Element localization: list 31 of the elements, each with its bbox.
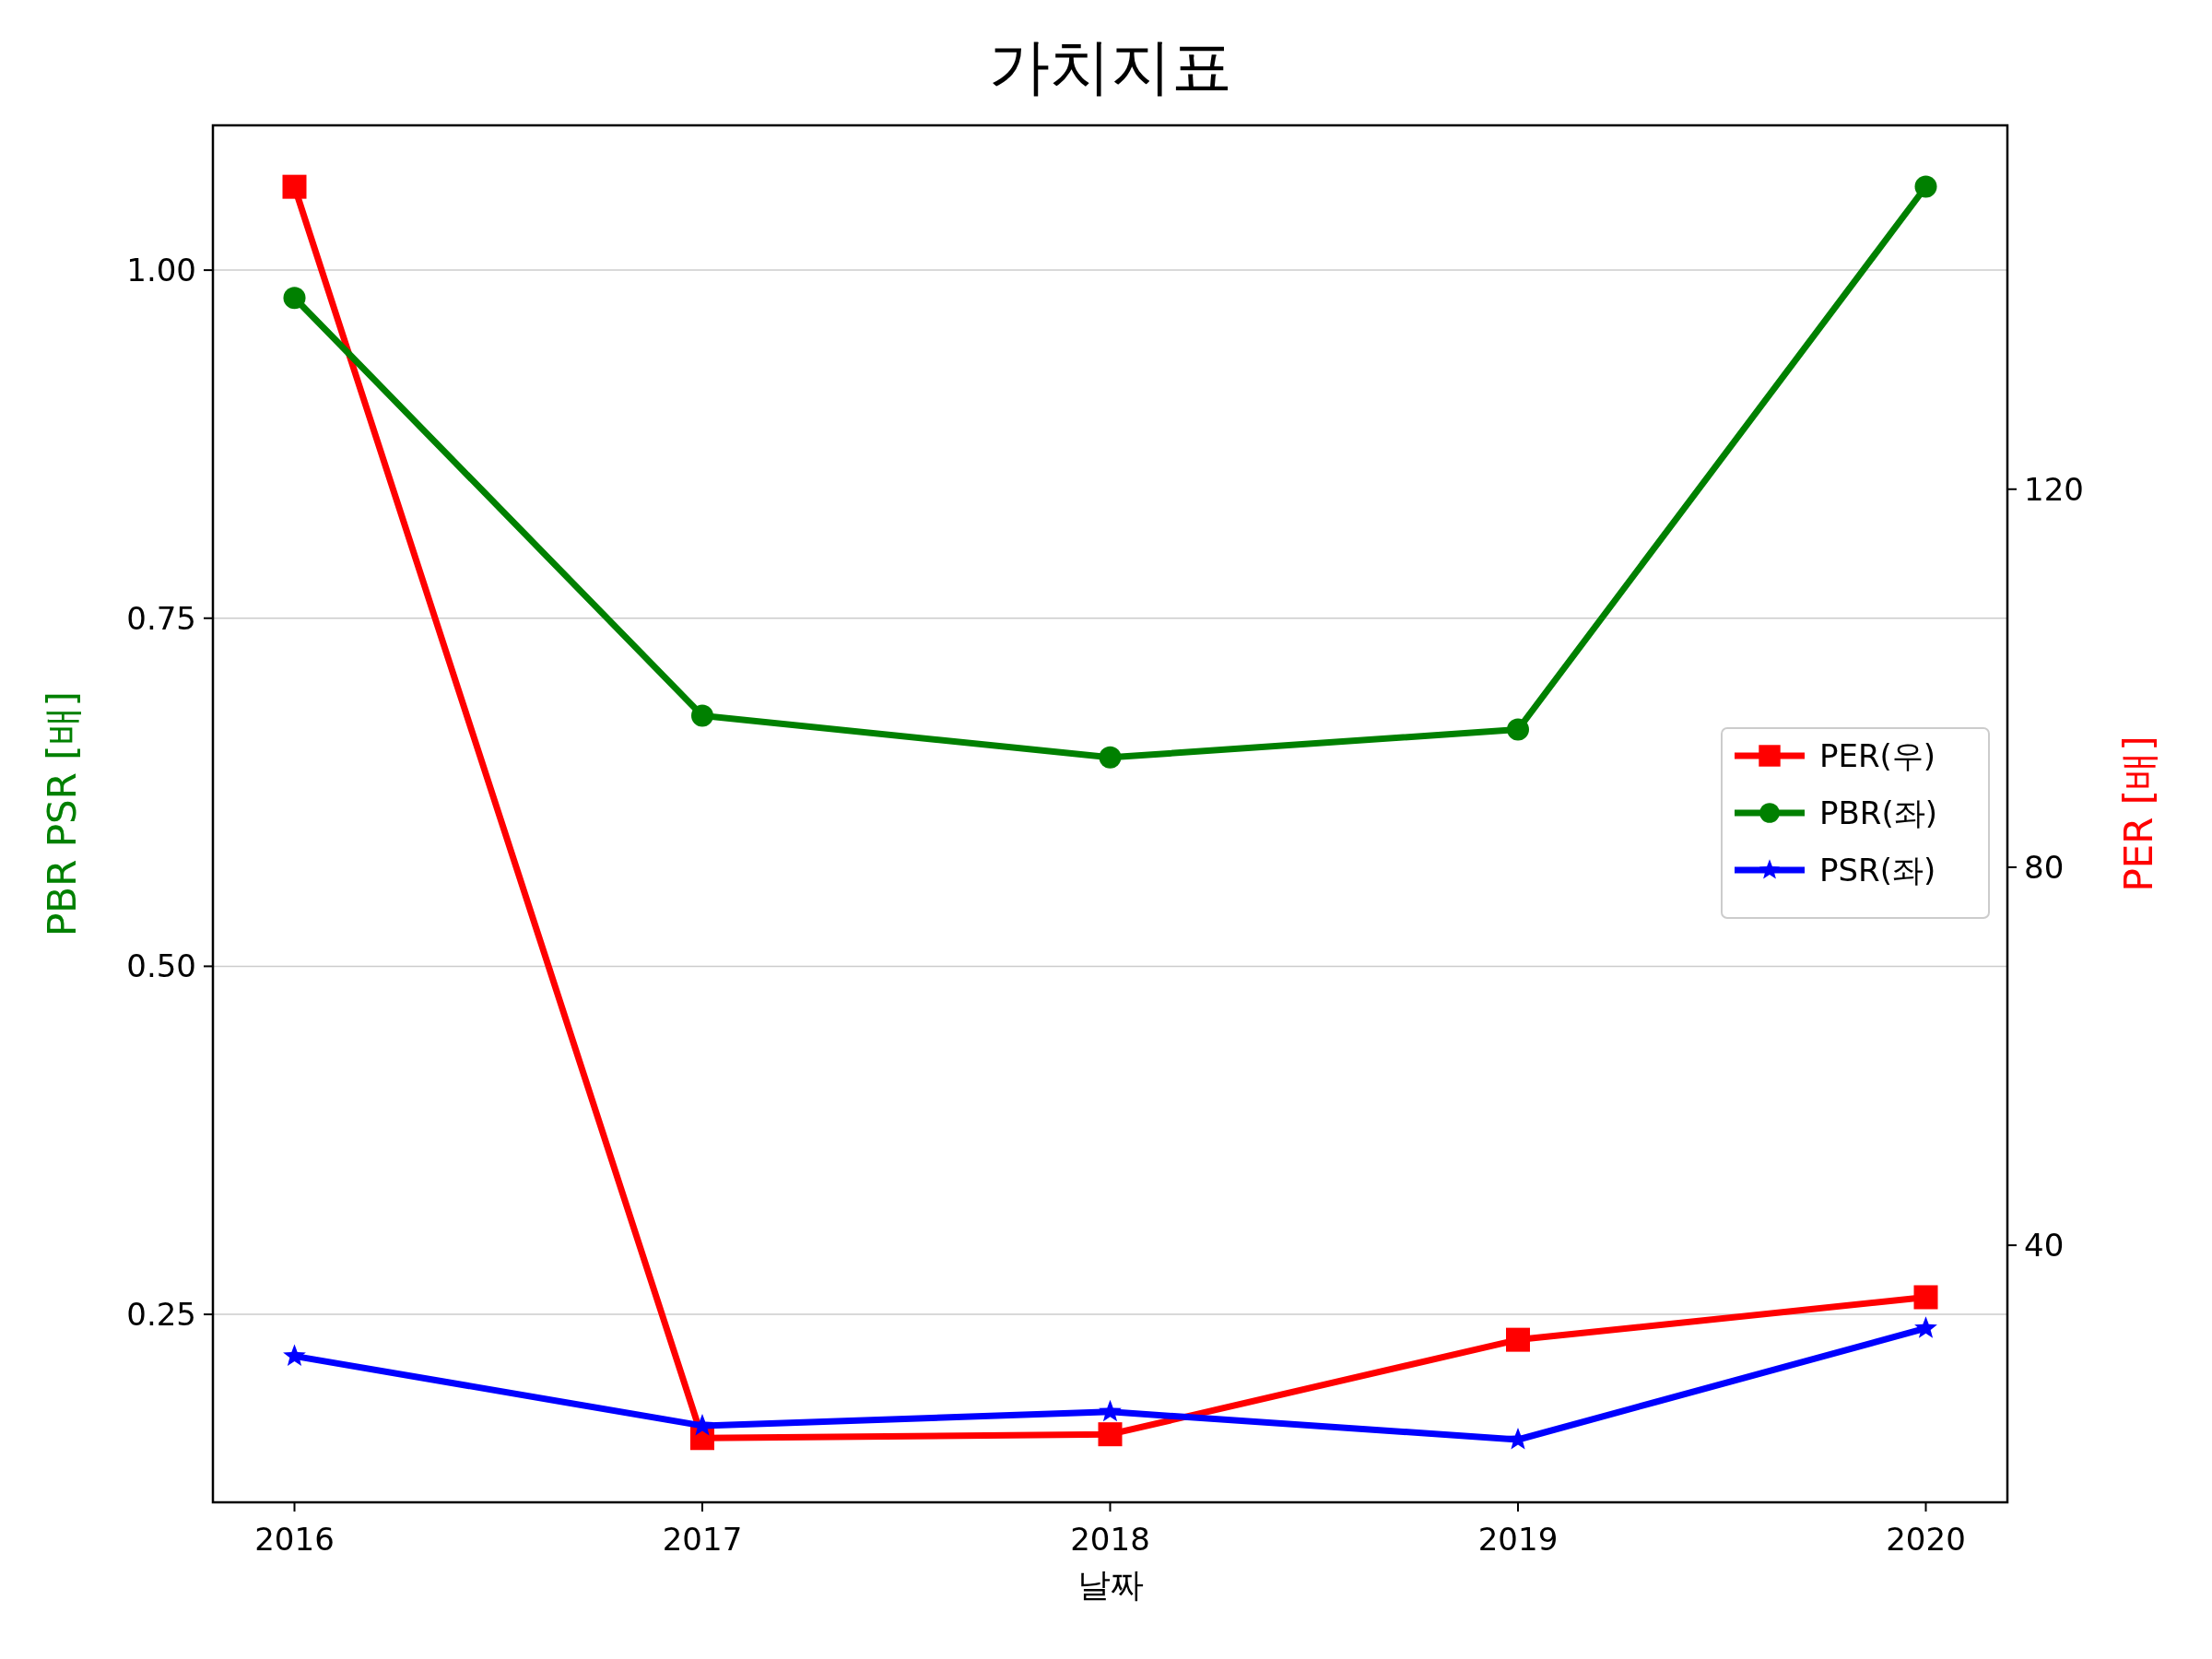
y2-tick-label: 120: [2024, 470, 2084, 508]
y2-tick-label: 40: [2024, 1227, 2065, 1265]
point: [1914, 1316, 1937, 1338]
x-tick-label: 2020: [1886, 1521, 1966, 1558]
y-axis-title: PBR PSR [배]: [40, 691, 85, 936]
y-tick-label: 0.25: [126, 1296, 196, 1334]
point: [1099, 1399, 1122, 1422]
point: [283, 1344, 306, 1366]
point: [1506, 1327, 1530, 1352]
y-tick-label: 0.75: [126, 599, 196, 637]
y2-tick-label: 80: [2024, 848, 2065, 886]
y-tick-label: 0.50: [126, 947, 196, 985]
point: [1507, 718, 1529, 741]
x-tick-label: 2019: [1477, 1521, 1559, 1558]
point: [283, 287, 306, 310]
chart-title: 가치지표: [988, 31, 1232, 102]
x-axis-title: 날짜: [1077, 1566, 1144, 1604]
point: [282, 174, 307, 199]
legend-label: PBR(좌): [1819, 794, 1937, 831]
x-tick-label: 2016: [254, 1521, 335, 1558]
point: [1098, 1422, 1123, 1447]
point: [691, 704, 713, 727]
x-tick-label: 2017: [662, 1521, 743, 1558]
y2-axis-title: PER [배]: [2116, 735, 2161, 892]
x-tick-label: 2018: [1070, 1521, 1150, 1558]
point: [1099, 746, 1122, 769]
y-tick-label: 1.00: [126, 252, 196, 289]
point: [1914, 175, 1937, 198]
legend-label: PSR(좌): [1819, 852, 1936, 888]
point: [1913, 1285, 1938, 1310]
legend-label: PER(우): [1819, 737, 1936, 774]
